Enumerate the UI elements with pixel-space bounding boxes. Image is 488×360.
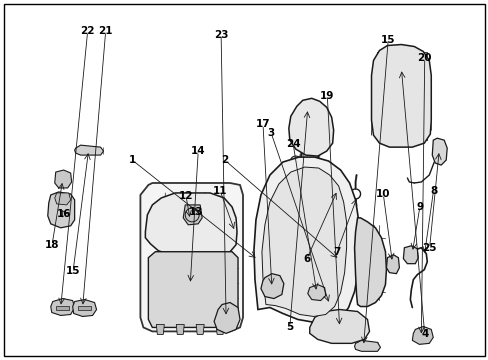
Text: 20: 20	[417, 53, 431, 63]
Text: 8: 8	[429, 186, 436, 196]
Polygon shape	[309, 310, 369, 343]
Text: 18: 18	[45, 239, 59, 249]
Polygon shape	[354, 218, 386, 306]
Polygon shape	[56, 306, 68, 310]
Polygon shape	[196, 324, 203, 334]
Text: 14: 14	[190, 146, 205, 156]
Text: 9: 9	[415, 202, 423, 212]
Polygon shape	[183, 205, 202, 225]
Text: 25: 25	[422, 243, 436, 253]
Polygon shape	[216, 324, 224, 334]
Polygon shape	[78, 306, 90, 310]
Text: 7: 7	[333, 247, 340, 257]
Polygon shape	[262, 167, 346, 316]
Text: 12: 12	[179, 191, 193, 201]
Polygon shape	[148, 252, 238, 328]
Polygon shape	[354, 340, 380, 351]
Polygon shape	[176, 324, 184, 334]
Polygon shape	[363, 271, 379, 279]
Polygon shape	[75, 145, 103, 155]
Text: 17: 17	[255, 120, 270, 129]
Polygon shape	[156, 324, 164, 334]
Text: 5: 5	[285, 322, 293, 332]
Polygon shape	[371, 45, 430, 147]
Text: 23: 23	[213, 30, 228, 40]
Text: 3: 3	[267, 129, 274, 138]
Polygon shape	[411, 327, 432, 345]
Polygon shape	[261, 274, 283, 298]
Polygon shape	[55, 193, 71, 205]
Polygon shape	[140, 183, 243, 332]
Polygon shape	[55, 170, 72, 188]
Text: 21: 21	[98, 26, 113, 36]
Text: 19: 19	[320, 91, 334, 101]
Polygon shape	[288, 98, 333, 156]
Text: 15: 15	[66, 266, 80, 276]
Text: 4: 4	[420, 329, 427, 339]
Polygon shape	[307, 285, 325, 301]
Text: 11: 11	[212, 186, 227, 196]
Polygon shape	[386, 255, 399, 274]
Text: 6: 6	[303, 254, 310, 264]
Text: 1: 1	[128, 155, 136, 165]
Polygon shape	[363, 241, 379, 249]
Polygon shape	[431, 138, 447, 165]
Text: 13: 13	[188, 207, 203, 217]
Polygon shape	[403, 246, 417, 264]
Text: 16: 16	[57, 209, 71, 219]
Text: 22: 22	[80, 26, 95, 36]
Text: 10: 10	[375, 189, 390, 199]
Text: 2: 2	[221, 155, 228, 165]
Polygon shape	[73, 300, 96, 316]
Text: 24: 24	[285, 139, 300, 149]
Polygon shape	[363, 256, 379, 264]
Polygon shape	[253, 157, 359, 323]
Polygon shape	[51, 298, 75, 315]
Polygon shape	[145, 193, 237, 256]
Text: 15: 15	[380, 35, 395, 45]
Polygon shape	[214, 302, 240, 333]
Polygon shape	[48, 192, 75, 228]
